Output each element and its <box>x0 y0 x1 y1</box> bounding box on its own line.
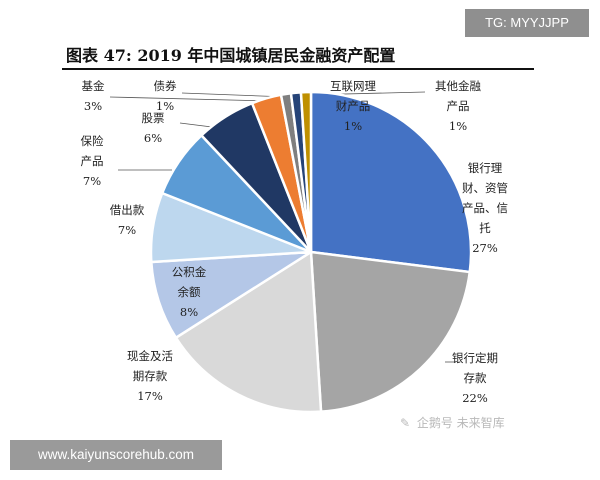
watermark: ✎ 企鹅号 未来智库 <box>397 414 505 431</box>
slice-label: 互联网理财产品 1% <box>330 79 376 133</box>
slice-label: 借出款 7% <box>110 203 145 237</box>
slice-label: 银行理财、资管产品、信托 27% <box>462 161 508 255</box>
chart-title: 图表 47: 2019 年中国城镇居民金融资产配置 <box>66 46 396 65</box>
slice-label: 基金 3% <box>82 79 105 113</box>
slice-label: 其他金融产品 1% <box>435 79 481 133</box>
watermark-text: 企鹅号 未来智库 <box>416 416 505 430</box>
url-badge[interactable]: www.kaiyunscorehub.com <box>10 440 222 470</box>
leader-line <box>109 96 271 102</box>
tg-badge: TG: MYYJJPP <box>465 9 589 37</box>
title-rule <box>62 68 534 70</box>
slice-label: 保险产品 7% <box>81 134 104 188</box>
slice-label: 银行定期存款 22% <box>452 351 498 405</box>
slice-label: 股票 6% <box>142 111 165 145</box>
slice-label: 现金及活期存款 17% <box>127 349 173 403</box>
pie-slice <box>299 90 313 253</box>
pie-slice <box>174 249 323 414</box>
pie-slice <box>309 90 473 274</box>
slice-label: 公积金余额 8% <box>172 265 207 319</box>
pie-slice <box>309 250 472 414</box>
slice-label: 债券 1% <box>154 79 177 113</box>
penguin-icon: ✎ <box>399 416 411 430</box>
